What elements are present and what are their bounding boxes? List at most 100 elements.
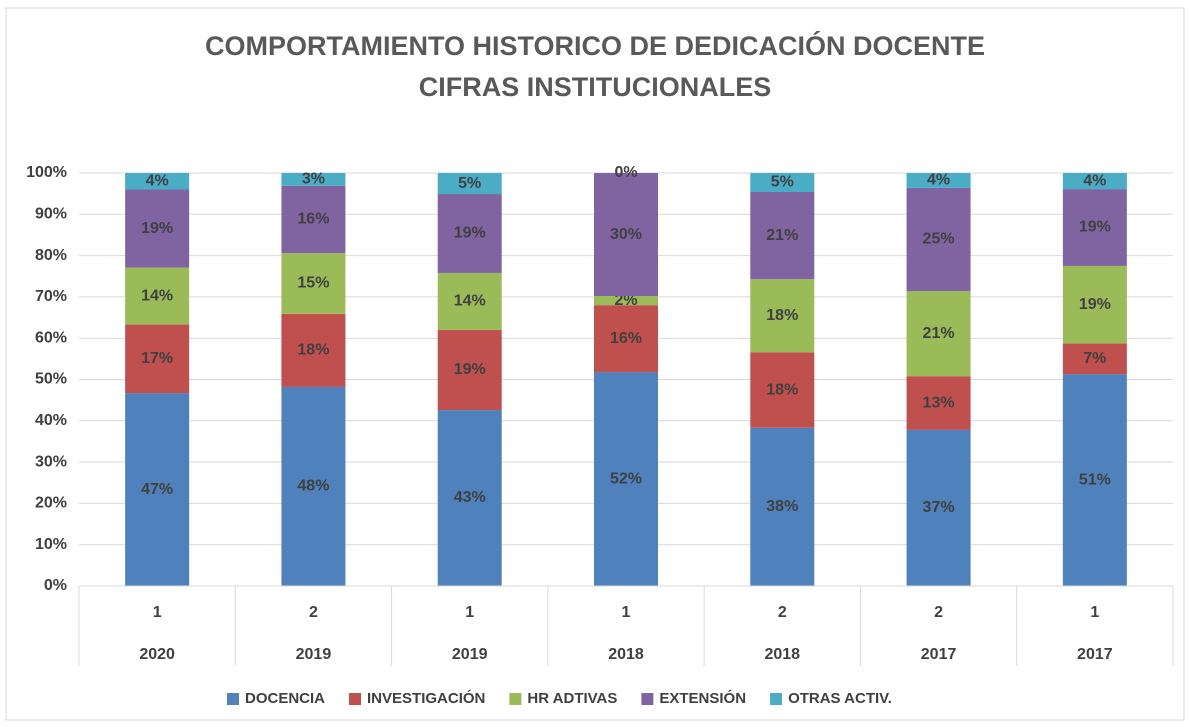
data-label: 18%: [766, 307, 798, 324]
data-label: 48%: [297, 478, 329, 495]
bar-segment: [125, 189, 190, 268]
bar-segment: [1062, 189, 1127, 266]
y-tick-label: 40%: [35, 412, 67, 429]
data-label: 19%: [141, 220, 173, 237]
bar-segment: [750, 191, 815, 280]
x-tick-label: 2: [778, 604, 787, 621]
x-group-label: 2017: [1077, 646, 1113, 663]
bar-segment: [594, 173, 658, 297]
legend-swatch: [641, 693, 654, 705]
data-label: 19%: [454, 361, 486, 378]
bar-segment: [750, 427, 815, 586]
x-group-label: 2019: [296, 646, 332, 663]
data-label: 21%: [923, 325, 955, 342]
bar-segment: [437, 173, 502, 195]
data-label: 13%: [923, 394, 955, 411]
bar-segment: [281, 173, 346, 186]
data-label: 7%: [1083, 350, 1106, 367]
data-label: 14%: [454, 293, 486, 310]
bar-segment: [906, 173, 971, 188]
x-tick-label: 2: [309, 604, 318, 621]
bar-segment: [125, 267, 190, 325]
x-tick-label: 1: [1090, 604, 1099, 621]
bar-segment: [437, 329, 502, 411]
data-label: 17%: [141, 350, 173, 367]
data-label: 21%: [766, 227, 798, 244]
legend-swatch: [227, 693, 239, 705]
bar-segment: [1062, 173, 1127, 190]
data-label: 5%: [458, 175, 481, 192]
y-tick-label: 60%: [35, 329, 67, 346]
x-tick-label: 1: [465, 604, 474, 621]
legend-label: HR ADTIVAS: [527, 690, 617, 707]
y-tick-label: 0%: [44, 577, 67, 594]
data-label: 38%: [766, 498, 798, 515]
data-label: 19%: [454, 225, 486, 242]
bar-segment: [125, 393, 190, 586]
legend-label: EXTENSIÓN: [659, 689, 746, 707]
data-label: 19%: [1079, 296, 1111, 313]
bar-segment: [437, 194, 502, 273]
y-tick-label: 70%: [35, 288, 67, 305]
bar-segment: [1062, 265, 1127, 344]
y-tick-label: 10%: [35, 536, 67, 553]
bar-segment: [750, 173, 815, 192]
x-group-label: 2018: [764, 646, 800, 663]
data-label: 2%: [614, 292, 637, 309]
data-label: 4%: [927, 172, 950, 189]
data-label: 5%: [771, 174, 794, 191]
bar-segment: [906, 376, 971, 430]
x-tick-label: 2: [934, 604, 943, 621]
data-label: 3%: [302, 171, 325, 188]
data-label: 25%: [923, 231, 955, 248]
data-label: 37%: [923, 499, 955, 516]
bar-segment: [594, 305, 658, 373]
bar-segment: [437, 410, 502, 586]
bar-segment: [437, 272, 502, 330]
x-tick-label: 1: [153, 604, 162, 621]
legend-label: OTRAS ACTIV.: [788, 690, 892, 707]
data-label: 0%: [614, 164, 637, 181]
y-tick-label: 30%: [35, 453, 67, 470]
chart-title: COMPORTAMIENTO HISTORICO DE DEDICACIÓN D…: [205, 30, 985, 61]
bar-segment: [281, 386, 346, 586]
bar-segment: [125, 324, 190, 394]
data-label: 16%: [297, 211, 329, 228]
bar-segment: [906, 429, 971, 586]
data-label: 47%: [141, 481, 173, 498]
y-tick-label: 80%: [35, 247, 67, 264]
y-tick-label: 100%: [26, 164, 67, 181]
y-tick-label: 50%: [35, 371, 67, 388]
x-group-label: 2020: [139, 646, 175, 663]
data-label: 30%: [610, 226, 642, 243]
bar-segment: [1062, 374, 1127, 586]
y-tick-label: 20%: [35, 495, 67, 512]
x-group-label: 2018: [608, 646, 644, 663]
x-tick-label: 1: [622, 604, 631, 621]
chart-title: CIFRAS INSTITUCIONALES: [419, 72, 772, 102]
bar-segment: [281, 253, 346, 314]
legend-swatch: [349, 693, 362, 705]
bar-segment: [750, 279, 815, 353]
legend-swatch: [509, 693, 522, 705]
data-label: 15%: [297, 275, 329, 292]
x-group-label: 2019: [452, 646, 488, 663]
bar-segment: [750, 352, 815, 428]
data-label: 18%: [297, 342, 329, 359]
bar-segment: [281, 185, 346, 254]
data-label: 51%: [1079, 471, 1111, 488]
bar-segment: [1062, 343, 1127, 375]
bar-segment: [594, 296, 658, 306]
legend-label: INVESTIGACIÓN: [367, 689, 485, 707]
data-label: 43%: [454, 489, 486, 506]
data-label: 18%: [766, 381, 798, 398]
data-label: 4%: [146, 172, 169, 189]
bar-segment: [125, 173, 190, 190]
data-label: 19%: [1079, 219, 1111, 236]
y-tick-label: 90%: [35, 206, 67, 223]
bar-segment: [906, 187, 971, 292]
bar-segment: [906, 291, 971, 377]
data-label: 4%: [1083, 172, 1106, 189]
data-label: 14%: [141, 287, 173, 304]
